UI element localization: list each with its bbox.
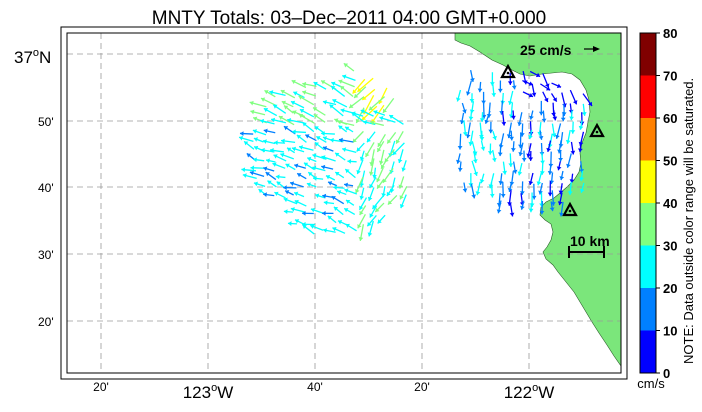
lat-label-40: 40' — [38, 181, 54, 195]
lon-label-40: 40' — [307, 380, 323, 394]
lon-label-20-west: 20' — [93, 380, 109, 394]
colorbar-tick-label: 20 — [663, 281, 677, 296]
latitude-labels: 37oN 50' 40' 30' 20' — [14, 47, 54, 329]
colorbar-tick-label: 70 — [663, 69, 677, 84]
colorbar-tick-label: 50 — [663, 154, 677, 169]
colorbar-tick-label: 40 — [663, 196, 677, 211]
colorbar-segment — [640, 118, 656, 161]
lat-label-20: 20' — [38, 315, 54, 329]
reference-vector-label: 25 cm/s — [520, 42, 572, 58]
colorbar-segment — [640, 246, 656, 289]
colorbar-segment — [640, 161, 656, 204]
ocean-area — [67, 33, 621, 373]
colorbar-units: cm/s — [637, 376, 665, 391]
colorbar-segment — [640, 203, 656, 246]
colorbar-segment — [640, 76, 656, 119]
colorbar-tick-label: 30 — [663, 239, 677, 254]
colorbar-segment — [640, 331, 656, 374]
lon-label-123w: 123oW — [183, 382, 234, 402]
longitude-labels: 20' 123oW 40' 20' 122oW — [93, 380, 554, 402]
colorbar-segment — [640, 288, 656, 331]
colorbar-tick-label: 80 — [663, 26, 677, 41]
lat-label-30: 30' — [38, 248, 54, 262]
lon-label-20-east: 20' — [414, 380, 430, 394]
colorbar-segment — [640, 33, 656, 76]
lat-label-50: 50' — [38, 115, 54, 129]
map-title: MNTY Totals: 03–Dec–2011 04:00 GMT+0.000 — [152, 8, 546, 29]
lat-label-37n: 37oN — [14, 47, 51, 67]
colorbar-tick-label: 60 — [663, 111, 677, 126]
lon-label-122w: 122oW — [504, 382, 555, 402]
colorbar-note: NOTE: Data outside color range will be s… — [681, 78, 696, 364]
colorbar-tick-label: 10 — [663, 324, 677, 339]
